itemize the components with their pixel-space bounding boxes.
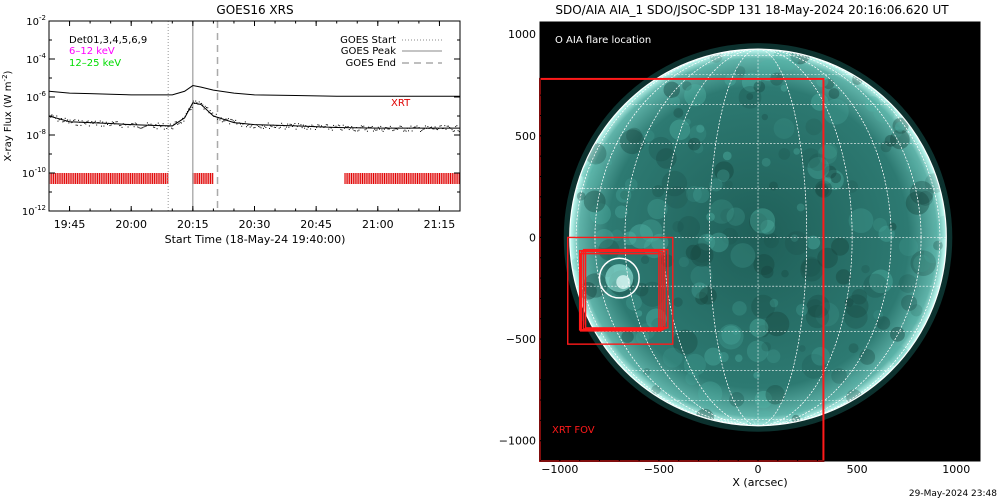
aia-x-tick-label: −500 xyxy=(644,463,674,476)
fov-box xyxy=(579,252,662,332)
legend-goes-peak: GOES Peak xyxy=(341,46,396,57)
aia-y-tick-label: 1000 xyxy=(508,28,536,41)
lightcurve-y-tick-label: 10-8 xyxy=(26,128,46,142)
lightcurve-x-tick-label: 21:15 xyxy=(424,218,456,231)
aia-title: SDO/AIA AIA_1 SDO/JSOC-SDP 131 18-May-20… xyxy=(555,3,949,17)
lightcurve-x-tick-label: 21:00 xyxy=(362,218,394,231)
aia-legend: O AIA flare location xyxy=(555,35,651,46)
lightcurve-x-tick-label: 20:45 xyxy=(300,218,332,231)
aia-y-tick-label: 500 xyxy=(515,130,536,143)
fov-box xyxy=(567,236,674,345)
disk-texture xyxy=(571,49,947,426)
lightcurve-x-tick-label: 20:00 xyxy=(115,218,147,231)
lightcurve-x-tick-label: 19:45 xyxy=(54,218,86,231)
aia-y-tick-label: −1000 xyxy=(499,435,536,448)
lightcurve-series-1 xyxy=(49,102,460,129)
aia-xlabel: X (arcsec) xyxy=(732,476,787,489)
lightcurve-noise xyxy=(49,100,460,133)
lightcurve-x-tick-label: 20:30 xyxy=(239,218,271,231)
aia-x-tick-label: 1000 xyxy=(942,463,970,476)
aia-x-tick-label: 500 xyxy=(847,463,868,476)
lightcurve-x-tick-label: 20:15 xyxy=(177,218,209,231)
aia-x-tick-label: 0 xyxy=(755,463,762,476)
aia-image-panel: SDO/AIA AIA_1 SDO/JSOC-SDP 131 18-May-20… xyxy=(499,3,981,489)
lightcurve-y-tick-label: 10-12 xyxy=(22,204,46,218)
xrt-coverage-segment xyxy=(49,173,169,184)
footer-timestamp: 29-May-2024 23:48 xyxy=(909,489,997,499)
xrt-coverage-segment xyxy=(192,173,214,184)
lightcurve-y-tick-label: 10-10 xyxy=(22,166,46,180)
fov-box xyxy=(580,250,664,331)
lightcurve-series-0 xyxy=(49,85,460,97)
goes-lightcurve-panel: GOES16 XRS 19:45 20:00 20:15 20:30 20:45 21:0… xyxy=(1,3,461,246)
lightcurve-y-tick-label: 10-4 xyxy=(26,52,46,66)
channel-labels: Det01,3,4,5,6,9 6–12 keV 12–25 keV xyxy=(69,35,147,69)
fov-box xyxy=(584,248,669,329)
lightcurve-y-tick-label: 10-2 xyxy=(26,14,46,28)
lightcurve-y-tick-label: 10-6 xyxy=(26,90,46,104)
flare-location-marker xyxy=(598,257,640,299)
channel-label-12-25: 12–25 keV xyxy=(69,58,121,69)
channel-label-det: Det01,3,4,5,6,9 xyxy=(69,35,147,46)
xrt-fov-label: XRT FOV xyxy=(552,425,595,436)
aia-y-tick-label: −500 xyxy=(506,333,536,346)
xrt-coverage-segment xyxy=(344,173,460,184)
legend-goes-start: GOES Start xyxy=(340,35,396,46)
aia-y-tick-label: 0 xyxy=(529,231,536,244)
lightcurve-title: GOES16 XRS xyxy=(216,3,293,17)
lightcurve-ylabel: X-ray Flux (W m-2) xyxy=(1,70,14,161)
xrt-annotation: XRT xyxy=(391,98,411,109)
legend-goes-end: GOES End xyxy=(346,58,396,69)
channel-label-6-12: 6–12 keV xyxy=(69,46,115,57)
lightcurve-legend: GOES Start GOES Peak GOES End xyxy=(340,35,442,69)
aia-frame xyxy=(539,21,981,462)
lightcurve-xlabel: Start Time (18-May-24 19:40:00) xyxy=(165,233,346,246)
aia-x-tick-label: −1000 xyxy=(541,463,578,476)
